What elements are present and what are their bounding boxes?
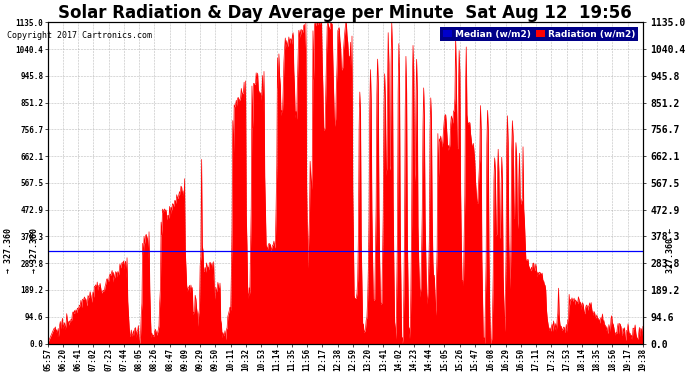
Text: → 327.360: → 327.360 [30,228,39,273]
Legend: Median (w/m2), Radiation (w/m2): Median (w/m2), Radiation (w/m2) [440,27,638,41]
Title: Solar Radiation & Day Average per Minute  Sat Aug 12  19:56: Solar Radiation & Day Average per Minute… [59,4,632,22]
Text: → 327.360: → 327.360 [4,228,13,273]
Text: 327.360 ←: 327.360 ← [667,228,676,273]
Text: Copyright 2017 Cartronics.com: Copyright 2017 Cartronics.com [7,30,152,39]
